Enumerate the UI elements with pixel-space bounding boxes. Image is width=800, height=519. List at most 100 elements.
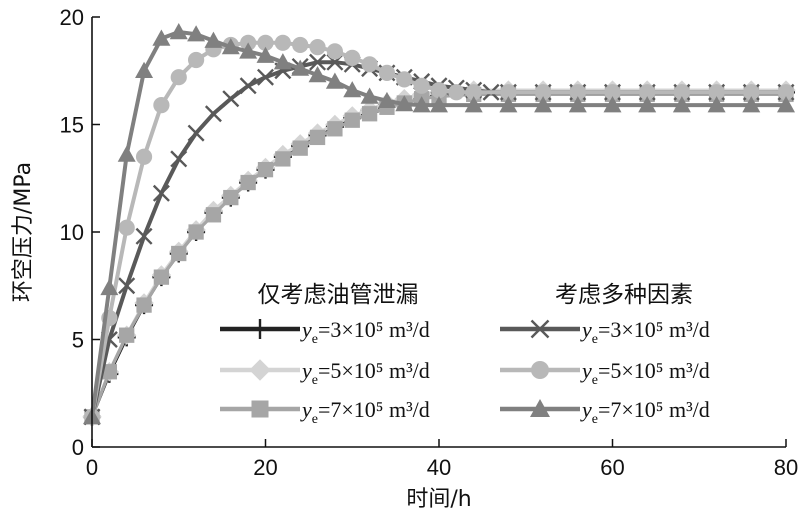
data-point — [535, 84, 552, 101]
legend-label: ye=3×10⁵ m³/d — [580, 317, 710, 347]
data-point — [361, 106, 378, 122]
data-point — [291, 59, 310, 76]
data-point — [377, 91, 396, 109]
legend-entry-s2: ye=5×10⁵ m³/d — [220, 358, 430, 388]
legend-marker — [530, 399, 550, 417]
x-tick-label: 40 — [427, 455, 451, 480]
data-point — [292, 36, 309, 54]
legend-label: ye=3×10⁵ m³/d — [300, 317, 430, 347]
data-point — [222, 90, 240, 108]
data-point — [672, 96, 691, 113]
data-point — [673, 84, 691, 101]
legend-label: ye=7×10⁵ m³/d — [580, 397, 710, 427]
data-point — [361, 56, 378, 73]
data-point — [707, 96, 726, 113]
data-point — [170, 69, 187, 86]
legend-marker — [251, 400, 269, 418]
data-point — [464, 96, 483, 113]
data-point — [604, 84, 621, 101]
data-point — [534, 96, 553, 113]
data-point — [118, 219, 135, 236]
data-point — [135, 227, 153, 245]
data-point — [240, 174, 256, 191]
data-point — [308, 66, 327, 83]
data-point — [568, 96, 587, 113]
data-point — [136, 297, 152, 313]
legend-group-title-tubing-leak: 仅考虑油管泄漏 — [258, 282, 419, 308]
legend: 仅考虑油管泄漏 考虑多种因素 ye=3×10⁵ m³/d ye=5×10⁵ m³/… — [220, 282, 710, 427]
series-s6 — [83, 23, 795, 425]
legend-entry-s4: ye=3×10⁵ m³/d — [500, 317, 710, 347]
data-point — [465, 84, 482, 101]
data-point — [239, 77, 257, 95]
data-point — [395, 95, 414, 112]
data-point — [204, 31, 223, 48]
data-point — [153, 269, 170, 285]
data-point — [499, 96, 518, 113]
y-tick-label: 0 — [72, 435, 84, 460]
data-point — [309, 129, 326, 146]
data-point — [396, 71, 413, 88]
data-point — [378, 64, 396, 81]
data-point — [101, 364, 117, 380]
y-tick-label: 5 — [72, 328, 84, 353]
legend-entry-s6: ye=7×10⁵ m³/d — [500, 397, 710, 427]
legend-marker — [530, 319, 550, 339]
data-point — [188, 224, 204, 240]
data-point — [223, 189, 239, 206]
data-point — [292, 140, 308, 156]
data-point — [171, 245, 187, 262]
legend-entry-s5: ye=5×10⁵ m³/d — [500, 358, 710, 388]
data-point — [274, 34, 291, 51]
legend-group-title-multi-factor: 考虑多种因素 — [555, 282, 693, 308]
data-point — [257, 162, 274, 178]
y-tick-label: 15 — [60, 113, 84, 138]
data-point — [343, 81, 362, 98]
data-point — [153, 97, 170, 114]
legend-entry-s1: ye=3×10⁵ m³/d — [220, 317, 430, 347]
legend-marker — [531, 361, 549, 379]
x-tick-label: 0 — [86, 455, 98, 480]
data-point — [205, 207, 222, 223]
series-layer — [82, 23, 796, 427]
data-point — [603, 96, 622, 113]
legend-entries: ye=3×10⁵ m³/d ye=5×10⁵ m³/d ye=7×10⁵ m³/d y… — [220, 317, 710, 427]
data-point — [325, 72, 344, 89]
y-tick-label: 10 — [60, 220, 84, 245]
data-point — [430, 96, 448, 113]
data-point — [500, 84, 517, 101]
data-point — [344, 112, 360, 128]
series-s5 — [83, 34, 795, 425]
x-tick-label: 60 — [600, 455, 624, 480]
x-tick-label: 20 — [253, 455, 277, 480]
data-point — [117, 145, 136, 162]
data-point — [152, 29, 171, 46]
ticks: 0 20 40 60 80 0 5 10 15 20 — [60, 5, 799, 480]
legend-label: ye=5×10⁵ m³/d — [300, 358, 430, 388]
y-axis-title: 环空压力/MPa — [11, 162, 36, 302]
data-point — [257, 68, 274, 86]
legend-marker — [249, 359, 271, 381]
legend-label: ye=5×10⁵ m³/d — [580, 358, 710, 388]
data-point — [188, 51, 205, 69]
data-point — [777, 96, 795, 113]
data-point — [170, 150, 188, 168]
data-point — [187, 25, 206, 42]
data-point — [135, 148, 153, 165]
data-point — [360, 87, 379, 104]
data-point — [708, 84, 725, 101]
legend-label: ye=7×10⁵ m³/d — [300, 397, 430, 427]
data-point — [187, 124, 205, 142]
y-tick-label: 20 — [60, 5, 84, 30]
data-point — [309, 39, 326, 56]
legend-entry-s3: ye=7×10⁵ m³/d — [220, 397, 430, 427]
data-point — [777, 84, 795, 101]
data-point — [135, 61, 154, 78]
data-point — [430, 82, 448, 99]
data-point — [412, 96, 431, 113]
x-tick-label: 80 — [774, 455, 798, 480]
data-point — [118, 277, 136, 295]
data-point — [743, 84, 760, 101]
data-point — [448, 84, 465, 101]
